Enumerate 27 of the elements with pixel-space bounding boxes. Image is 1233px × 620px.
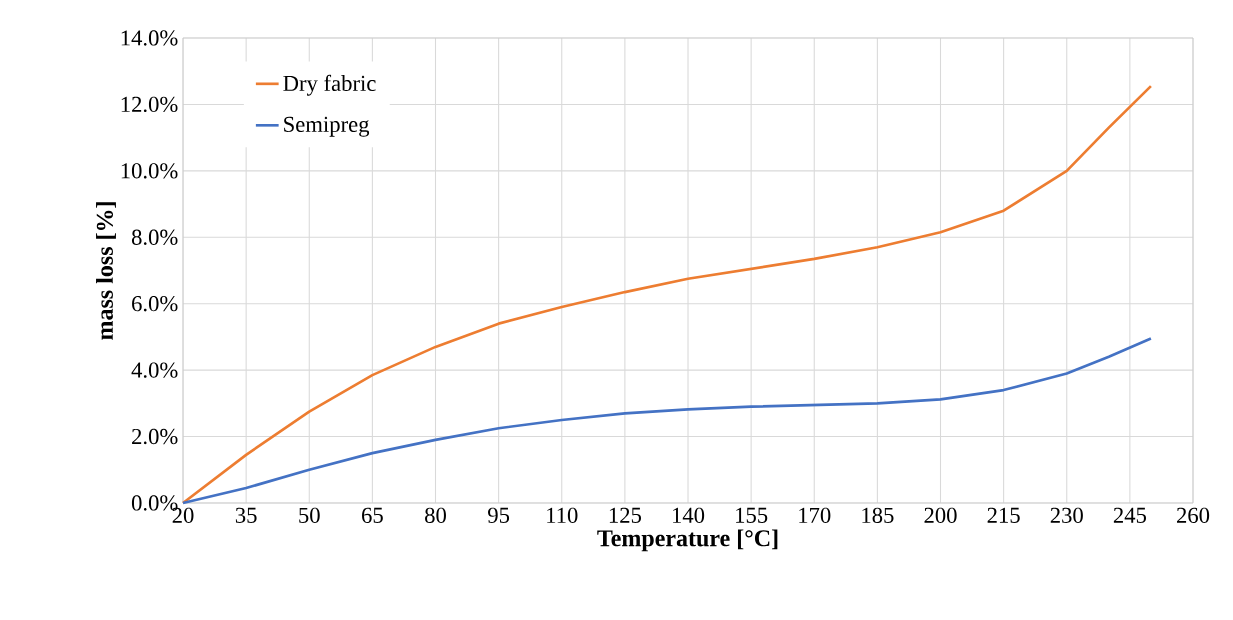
- x-tick-label: 155: [736, 507, 768, 523]
- x-tick-label: 110: [547, 507, 578, 523]
- y-tick-label: 6.0%: [132, 296, 178, 312]
- y-tick-label: 14.0%: [121, 30, 178, 46]
- y-tick-label: 10.0%: [121, 163, 178, 179]
- x-tick-label: 200: [924, 507, 957, 523]
- y-tick-label: 2.0%: [132, 428, 178, 445]
- y-tick-label: 12.0%: [121, 96, 178, 113]
- x-tick-label: 260: [1177, 507, 1210, 523]
- x-tick-label: 35: [235, 507, 257, 523]
- x-tick-label: 80: [425, 507, 446, 523]
- x-tick-label: 125: [609, 507, 641, 523]
- x-tick-label: 50: [299, 507, 320, 523]
- x-tick-label: 65: [362, 507, 383, 523]
- x-axis-title: Temperature [°C]: [597, 529, 778, 552]
- x-tick-label: 215: [987, 507, 1020, 523]
- y-tick-label: 8.0%: [131, 229, 178, 245]
- y-tick-label: 4.0%: [131, 362, 178, 378]
- x-tick-label: 230: [1050, 507, 1083, 523]
- x-tick-label: 140: [672, 507, 705, 523]
- legend-label: Dry fabric: [283, 74, 376, 96]
- x-tick-label: 245: [1113, 507, 1146, 523]
- x-tick-label: 185: [862, 507, 894, 523]
- x-tick-label: 95: [488, 507, 510, 523]
- legend-label: Semipreg: [284, 116, 370, 137]
- x-tick-label: 170: [799, 507, 831, 523]
- y-axis-title: mass loss [%]: [96, 202, 116, 340]
